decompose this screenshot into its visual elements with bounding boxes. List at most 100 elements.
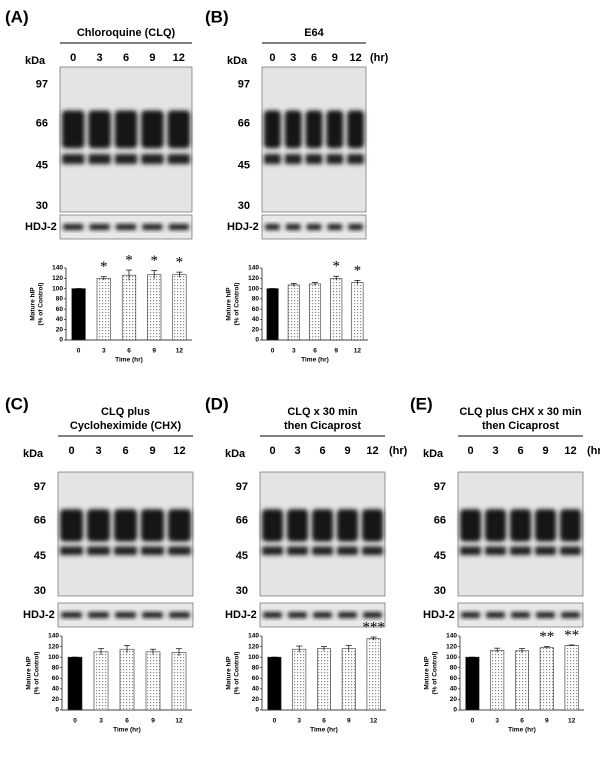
x-axis-label: Time (hr) — [508, 727, 536, 734]
bar — [317, 648, 331, 711]
kda-label: kDa — [227, 55, 248, 67]
x-axis-label: Time (hr) — [115, 357, 143, 364]
band — [115, 224, 137, 230]
band — [485, 546, 506, 556]
lane-label: 3 — [95, 445, 101, 457]
y-tick-label: 140 — [248, 633, 259, 640]
band — [265, 224, 280, 230]
x-tick-label: 3 — [99, 718, 103, 725]
band — [362, 546, 383, 556]
lane-unit: (hr) — [587, 445, 600, 457]
lane-label: 12 — [349, 52, 361, 64]
loading-bands — [265, 224, 363, 230]
band — [262, 509, 283, 542]
y-axis-label: Mature hIP — [424, 656, 431, 690]
panel-label: (E) — [410, 394, 433, 413]
bar — [171, 652, 187, 711]
x-tick-label: 9 — [545, 718, 549, 725]
band — [168, 509, 191, 542]
bar — [465, 656, 480, 711]
kda-label: kDa — [225, 448, 246, 460]
band — [141, 154, 164, 165]
band — [87, 546, 110, 556]
y-tick-label: 120 — [248, 275, 259, 282]
bar — [292, 648, 307, 711]
band — [142, 224, 163, 230]
bar — [266, 288, 279, 341]
band — [313, 612, 332, 618]
y-tick-label: 120 — [52, 275, 63, 282]
mw-marker: 45 — [34, 550, 46, 562]
band — [486, 612, 505, 618]
y-tick-label: 20 — [52, 696, 60, 703]
x-tick-label: 6 — [127, 348, 131, 355]
lane-label: 0 — [467, 445, 473, 457]
y-tick-label: 0 — [255, 707, 259, 714]
bar — [267, 656, 282, 711]
y-tick-label: 80 — [450, 664, 458, 671]
band — [88, 110, 111, 149]
y-axis-label: (% of Control) — [432, 652, 439, 695]
mw-marker: 66 — [236, 514, 248, 526]
significance: * — [176, 255, 184, 271]
band — [60, 509, 83, 542]
y-tick-label: 100 — [248, 654, 259, 661]
panel-title: Chloroquine (CLQ) — [77, 27, 176, 39]
lane-label: 0 — [269, 52, 275, 64]
band — [60, 546, 83, 556]
loading-bands — [461, 612, 580, 618]
x-tick-label: 9 — [334, 348, 338, 355]
band — [62, 110, 85, 149]
mw-marker: 30 — [36, 200, 48, 212]
mw-marker: 97 — [434, 481, 446, 493]
band — [88, 612, 109, 618]
y-tick-label: 140 — [52, 265, 63, 272]
mw-marker: 30 — [34, 585, 46, 597]
band — [169, 612, 190, 618]
y-tick-label: 100 — [48, 654, 59, 661]
mw-marker: 30 — [434, 585, 446, 597]
y-tick-label: 140 — [446, 633, 457, 640]
y-tick-label: 20 — [252, 696, 260, 703]
blot-bands — [60, 509, 191, 556]
loading-label: HDJ-2 — [227, 221, 259, 233]
y-tick-label: 60 — [252, 675, 260, 682]
x-tick-label: 0 — [273, 718, 277, 725]
bar — [71, 288, 86, 341]
y-tick-label: 80 — [252, 664, 260, 671]
x-tick-label: 12 — [568, 718, 576, 725]
band — [312, 509, 333, 542]
y-axis-label: (% of Control) — [234, 652, 241, 695]
x-tick-label: 3 — [495, 718, 499, 725]
y-axis-label: (% of Control) — [38, 283, 45, 326]
panel-label: (D) — [205, 394, 229, 413]
y-tick-label: 20 — [450, 696, 458, 703]
lane-label: 12 — [366, 445, 378, 457]
band — [348, 224, 363, 230]
band — [485, 509, 506, 542]
y-tick-label: 40 — [252, 686, 260, 693]
band — [114, 546, 137, 556]
x-tick-label: 6 — [322, 718, 326, 725]
lane-label: 3 — [294, 445, 300, 457]
bar — [490, 649, 505, 711]
significance: ** — [539, 629, 554, 645]
y-tick-label: 100 — [446, 654, 457, 661]
y-axis-label: Mature hIP — [26, 656, 33, 690]
significance: * — [150, 253, 158, 269]
band — [168, 546, 191, 556]
bar — [145, 651, 161, 711]
band — [337, 509, 358, 542]
y-tick-label: 60 — [52, 675, 60, 682]
mw-marker: 97 — [238, 78, 250, 90]
band — [142, 612, 163, 618]
bar — [564, 645, 579, 711]
lane-label: 12 — [173, 52, 185, 64]
x-tick-label: 12 — [354, 348, 362, 355]
band — [264, 154, 281, 165]
bar — [67, 656, 83, 711]
y-tick-label: 80 — [252, 296, 260, 303]
lane-label: 12 — [564, 445, 576, 457]
bar — [539, 647, 554, 711]
